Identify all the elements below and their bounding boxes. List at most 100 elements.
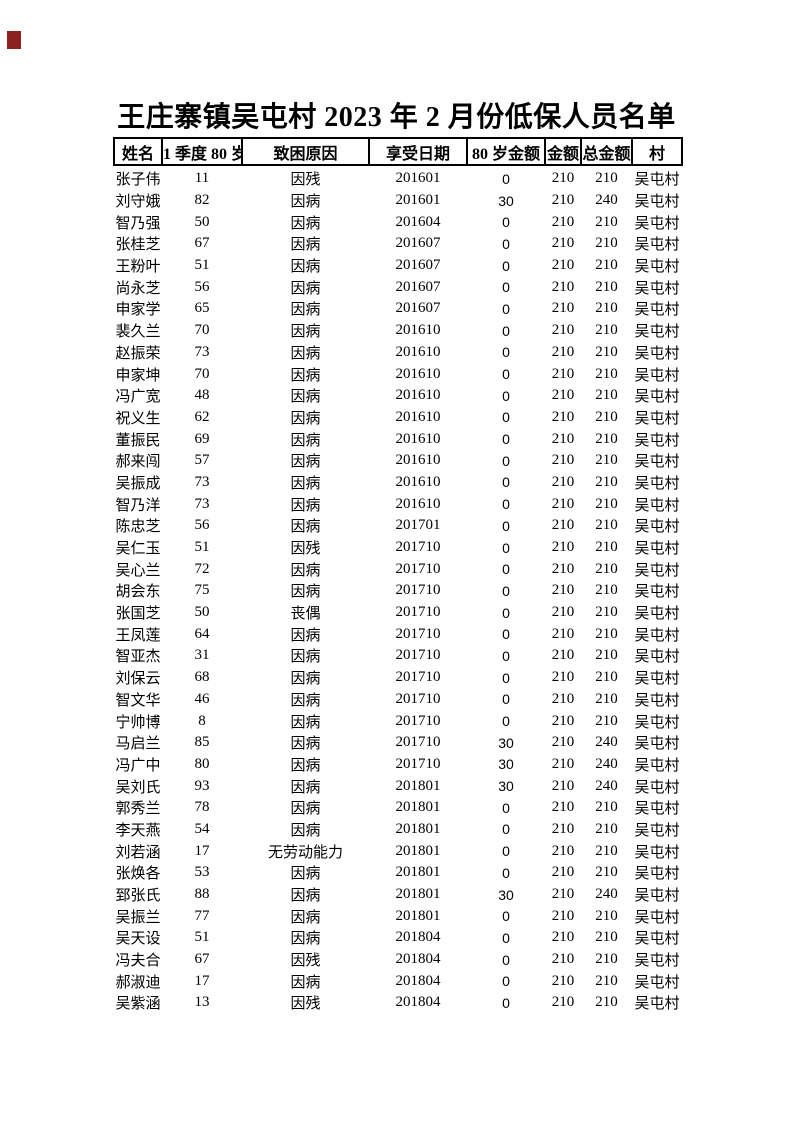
cell-name: 吴紫涵	[115, 996, 161, 1013]
column-header-village: 村	[631, 137, 683, 166]
cell-amount: 210	[551, 690, 575, 707]
cell-date: 201804	[395, 951, 441, 968]
cell-name: 申家坤	[115, 367, 161, 384]
table-row: 董振民 69 因病 201610 0 210 210 吴屯村	[114, 428, 682, 450]
cell-name: 申家学	[115, 302, 161, 319]
cell-amount-80: 0	[502, 994, 510, 1011]
cell-village: 吴屯村	[634, 389, 680, 406]
cell-name: 马启兰	[115, 736, 161, 753]
cell-reason: 因病	[290, 584, 321, 601]
cell-village: 吴屯村	[634, 931, 680, 948]
cell-date: 201710	[395, 604, 441, 621]
cell-village: 吴屯村	[634, 584, 680, 601]
page-title: 王庄寨镇吴屯村 2023 年 2 月份低保人员名单	[117, 102, 676, 133]
cell-amount-80: 0	[502, 474, 510, 491]
cell-amount: 210	[551, 864, 575, 881]
cell-amount: 210	[551, 755, 575, 772]
cell-date: 201804	[395, 929, 441, 946]
cell-amount-80: 0	[502, 387, 510, 404]
cell-name: 胡会东	[115, 584, 161, 601]
header-row: 姓名 1 季度 80 岁致困原因 享受日期 80 岁金额 金额 总金额村	[113, 137, 683, 166]
cell-total: 210	[595, 604, 618, 621]
cell-name: 冯夫合	[115, 953, 161, 970]
cell-total: 240	[595, 734, 618, 751]
table-row: 冯广中 80 因病 201710 30 210 240 吴屯村	[114, 754, 682, 776]
cell-amount: 210	[551, 886, 575, 903]
cell-amount: 210	[551, 929, 575, 946]
cell-village: 吴屯村	[634, 649, 680, 666]
cell-amount: 210	[551, 734, 575, 751]
cell-total: 210	[595, 322, 618, 339]
cell-name: 吴天设	[115, 931, 161, 948]
cell-reason: 因病	[290, 866, 321, 883]
cell-age: 78	[194, 799, 210, 816]
cell-name: 宁帅博	[115, 714, 161, 731]
cell-village: 吴屯村	[634, 475, 680, 492]
cell-name: 冯广中	[115, 757, 161, 774]
cell-name: 祝义生	[115, 410, 161, 427]
cell-name: 陈忠芝	[115, 519, 161, 536]
cell-date: 201801	[395, 820, 441, 837]
cell-name: 王粉叶	[115, 259, 161, 276]
cell-name: 郅张氏	[115, 888, 161, 905]
cell-amount-80: 0	[502, 452, 510, 469]
cell-village: 吴屯村	[634, 497, 680, 514]
cell-name: 吴仁玉	[115, 541, 161, 558]
cell-reason: 因病	[290, 194, 321, 211]
cell-reason: 因病	[290, 454, 321, 471]
cell-total: 210	[595, 907, 618, 924]
cell-date: 201801	[395, 886, 441, 903]
cell-reason: 因病	[290, 974, 321, 991]
cell-amount-80: 30	[498, 778, 514, 795]
cell-name: 赵振荣	[115, 345, 161, 362]
cell-age: 75	[194, 582, 210, 599]
cell-amount: 210	[551, 473, 575, 490]
cell-reason: 因病	[290, 931, 321, 948]
cell-age: 50	[194, 604, 210, 621]
cell-age: 82	[194, 192, 210, 209]
cell-village: 吴屯村	[634, 237, 680, 254]
cell-reason: 因病	[290, 324, 321, 341]
cell-village: 吴屯村	[634, 454, 680, 471]
cell-name: 刘守娥	[115, 194, 161, 211]
cell-village: 吴屯村	[634, 714, 680, 731]
cell-name: 裴久兰	[115, 324, 161, 341]
table-row: 智文华 46 因病 201710 0 210 210 吴屯村	[114, 689, 682, 711]
cell-age: 31	[194, 647, 210, 664]
cell-amount-80: 0	[502, 669, 510, 686]
cell-village: 吴屯村	[634, 736, 680, 753]
cell-reason: 因病	[290, 627, 321, 644]
cell-amount: 210	[551, 192, 575, 209]
cell-total: 210	[595, 170, 618, 187]
table-row: 刘若涵 17 无劳动能力 201801 0 210 210 吴屯村	[114, 840, 682, 862]
cell-date: 201610	[395, 452, 441, 469]
table-row: 胡会东 75 因病 201710 0 210 210 吴屯村	[114, 580, 682, 602]
cell-village: 吴屯村	[634, 562, 680, 579]
table-row: 祝义生 62 因病 201610 0 210 210 吴屯村	[114, 407, 682, 429]
cell-total: 210	[595, 647, 618, 664]
cell-total: 240	[595, 192, 618, 209]
cell-reason: 因病	[290, 649, 321, 666]
cell-name: 李天燕	[115, 822, 161, 839]
cell-age: 54	[194, 820, 210, 837]
cell-date: 201710	[395, 647, 441, 664]
cell-age: 17	[194, 972, 210, 989]
cell-amount: 210	[551, 387, 575, 404]
table-body: 张子伟 11 因残 201601 0 210 210 吴屯村 刘守娥 82 因病 201601 30 21…	[114, 165, 682, 1014]
cell-total: 210	[595, 300, 618, 317]
cell-village: 吴屯村	[634, 822, 680, 839]
cell-age: 48	[194, 387, 210, 404]
cell-reason: 因病	[290, 280, 321, 297]
cell-date: 201710	[395, 539, 441, 556]
cell-date: 201610	[395, 408, 441, 425]
cell-total: 210	[595, 625, 618, 642]
cell-date: 201710	[395, 734, 441, 751]
cell-name: 郝来闯	[115, 454, 161, 471]
cell-reason: 因病	[290, 475, 321, 492]
cell-amount-80: 0	[502, 366, 510, 383]
cell-reason: 因残	[290, 541, 321, 558]
table-row: 申家学 65 因病 201607 0 210 210 吴屯村	[114, 298, 682, 320]
cell-reason: 因病	[290, 801, 321, 818]
cell-date: 201607	[395, 235, 441, 252]
